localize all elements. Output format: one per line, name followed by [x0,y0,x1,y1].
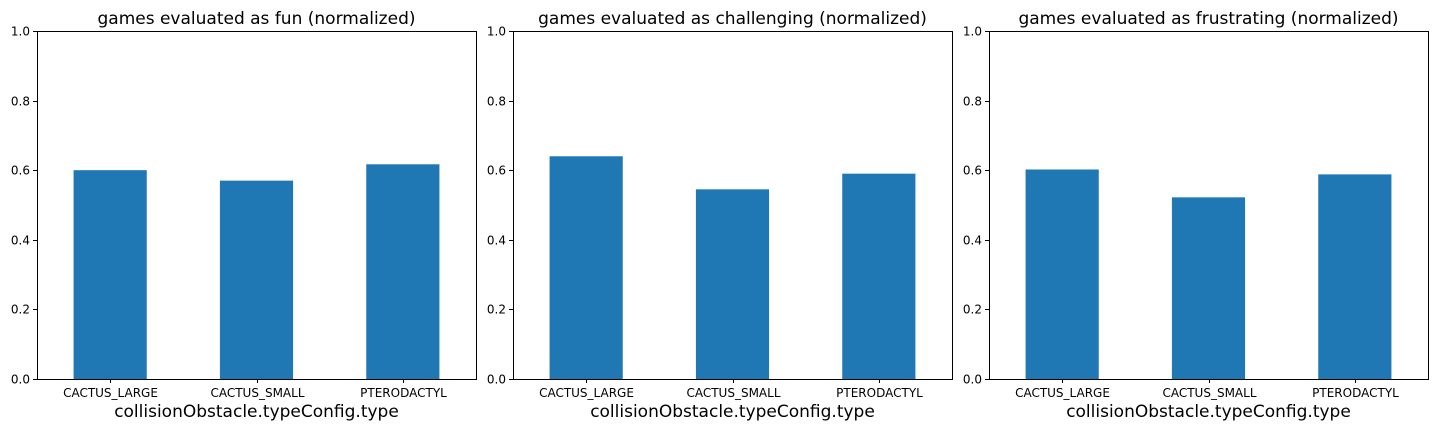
y-tick-label: 1.0 [11,25,30,39]
y-tick-label: 0.8 [963,95,982,109]
y-tick-label: 0.0 [963,373,982,387]
bar-cactus-small [219,180,294,379]
chart-panel-3: 0.0 0.2 0.4 0.6 0.8 1.0 CACTUS_LARGE CACTUS_SMA… [963,9,1429,422]
y-tick-label: 0.6 [11,164,30,178]
y-tick-label: 0.2 [487,303,506,317]
bar-pterodactyl [1318,174,1392,379]
x-axis-label: collisionObstacle.typeConfig.type [114,402,399,422]
y-tick-label: 0.8 [487,95,506,109]
y-tick-label: 1.0 [487,25,506,39]
x-tick-label: PTERODACTYL [360,386,447,400]
y-tick-label: 0.4 [487,234,506,248]
y-tick-label: 0.6 [963,164,982,178]
x-axis-label: collisionObstacle.typeConfig.type [590,402,875,422]
y-tick-label: 0.4 [963,234,982,248]
x-tick-label: PTERODACTYL [836,386,923,400]
chart-panel-1: 0.0 0.2 0.4 0.6 0.8 1.0 CACTUS_LARGE CACTUS_SMA… [11,9,477,422]
y-tick-label: 0.6 [487,164,506,178]
y-tick-label: 0.4 [11,234,30,248]
y-tick-label: 0.2 [11,303,30,317]
x-tick-label: PTERODACTYL [1312,386,1399,400]
x-axis-label: collisionObstacle.typeConfig.type [1066,402,1351,422]
x-tick-label: CACTUS_LARGE [539,386,634,400]
chart-title: games evaluated as fun (normalized) [97,9,415,29]
chart-title: games evaluated as frustrating (normaliz… [1018,9,1398,29]
bar-cactus-large [549,156,623,379]
bar-cactus-large [1025,169,1099,379]
bar-cactus-small [695,189,770,379]
bar-pterodactyl [366,164,440,379]
chart-panel-2: 0.0 0.2 0.4 0.6 0.8 1.0 CACTUS_LARGE CACTUS_SMA… [487,9,953,422]
y-tick-label: 0.8 [11,95,30,109]
y-tick-label: 0.0 [11,373,30,387]
y-tick-label: 0.0 [487,373,506,387]
x-tick-label: CACTUS_LARGE [1015,386,1110,400]
y-tick-label: 0.2 [963,303,982,317]
y-tick-label: 1.0 [963,25,982,39]
x-tick-label: CACTUS_LARGE [63,386,158,400]
x-tick-label: CACTUS_SMALL [210,386,304,400]
bar-cactus-large [73,170,147,379]
x-tick-label: CACTUS_SMALL [1162,386,1256,400]
bar-cactus-small [1171,197,1246,379]
bar-pterodactyl [842,173,916,379]
chart-title: games evaluated as challenging (normaliz… [538,9,927,29]
x-tick-label: CACTUS_SMALL [686,386,780,400]
